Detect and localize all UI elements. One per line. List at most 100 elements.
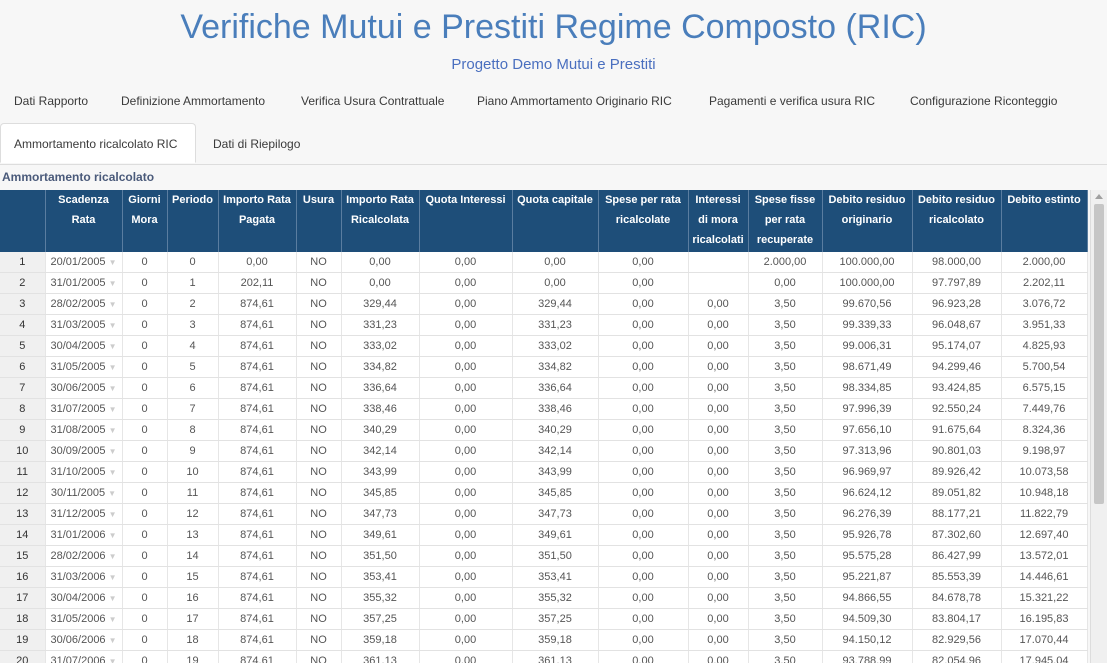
table-row[interactable]: 16 31/03/2006 ▼ 0 15 874,61 NO 353,41 0,00 353,41… — [0, 566, 1088, 588]
dropdown-caret-icon[interactable]: ▼ — [108, 510, 117, 519]
table-cell: 94.866,55 — [822, 587, 913, 609]
header-row-index[interactable] — [0, 190, 46, 252]
table-cell: 92.550,24 — [912, 398, 1002, 420]
nav-pagamenti-verifica-usura[interactable]: Pagamenti e verifica usura RIC — [709, 94, 876, 108]
table-cell: 17 — [167, 608, 219, 630]
date-value: 31/07/2006 — [50, 655, 106, 663]
table-row[interactable]: 1 20/01/2005 ▼ 0 0 0,00 NO 0,00 0,00 0,00 0,00 2.00… — [0, 252, 1088, 273]
table-row[interactable]: 4 31/03/2005 ▼ 0 3 874,61 NO 331,23 0,00 331,23 0,… — [0, 314, 1088, 336]
table-row[interactable]: 18 31/05/2006 ▼ 0 17 874,61 NO 357,25 0,00 357,25… — [0, 608, 1088, 630]
column-header[interactable]: Usura — [296, 190, 342, 252]
table-cell: 0,00 — [598, 398, 689, 420]
dropdown-caret-icon[interactable]: ▼ — [108, 573, 117, 582]
table-row[interactable]: 15 28/02/2006 ▼ 0 14 874,61 NO 351,50 0,00 351,50… — [0, 545, 1088, 567]
table-row[interactable]: 7 30/06/2005 ▼ 0 6 874,61 NO 336,64 0,00 336,64 0,… — [0, 377, 1088, 399]
table-cell: 89.926,42 — [912, 461, 1002, 483]
dropdown-caret-icon[interactable]: ▼ — [108, 636, 117, 645]
table-row[interactable]: 9 31/08/2005 ▼ 0 8 874,61 NO 340,29 0,00 340,29 0,… — [0, 419, 1088, 441]
nav-configurazione-riconteggio[interactable]: Configurazione Riconteggio — [910, 94, 1058, 108]
column-header[interactable]: Quota Interessi — [419, 190, 513, 252]
table-row[interactable]: 5 30/04/2005 ▼ 0 4 874,61 NO 333,02 0,00 333,02 0,… — [0, 335, 1088, 357]
table-cell: 0,00 — [598, 545, 689, 567]
table-cell: 0,00 — [598, 482, 689, 504]
table-row[interactable]: 12 30/11/2005 ▼ 0 11 874,61 NO 345,85 0,00 345,85… — [0, 482, 1088, 504]
table-cell: 3,50 — [748, 629, 823, 651]
table-cell: NO — [296, 314, 342, 336]
column-header[interactable]: Giorni Mora — [122, 190, 168, 252]
row-index: 9 — [0, 419, 46, 441]
dropdown-caret-icon[interactable]: ▼ — [108, 531, 117, 540]
table-cell: NO — [296, 503, 342, 525]
table-row[interactable]: 6 31/05/2005 ▼ 0 5 874,61 NO 334,82 0,00 334,82 0,… — [0, 356, 1088, 378]
dropdown-caret-icon[interactable]: ▼ — [108, 657, 117, 663]
table-cell: 97.313,96 — [822, 440, 913, 462]
table-row[interactable]: 10 30/09/2005 ▼ 0 9 874,61 NO 342,14 0,00 342,14 0… — [0, 440, 1088, 462]
table-cell: 12 — [167, 503, 219, 525]
table-row[interactable]: 14 31/01/2006 ▼ 0 13 874,61 NO 349,61 0,00 349,61… — [0, 524, 1088, 546]
dropdown-caret-icon[interactable]: ▼ — [108, 426, 117, 435]
column-header[interactable]: Debito estinto — [1001, 190, 1088, 252]
dropdown-caret-icon[interactable]: ▼ — [108, 363, 117, 372]
nav-verifica-usura-contrattuale[interactable]: Verifica Usura Contrattuale — [301, 94, 445, 108]
dropdown-caret-icon[interactable]: ▼ — [108, 384, 117, 393]
date-value: 30/11/2005 — [50, 487, 106, 499]
table-row[interactable]: 17 30/04/2006 ▼ 0 16 874,61 NO 355,32 0,00 355,32… — [0, 587, 1088, 609]
table-row[interactable]: 11 31/10/2005 ▼ 0 10 874,61 NO 343,99 0,00 343,99… — [0, 461, 1088, 483]
dropdown-caret-icon[interactable]: ▼ — [108, 321, 117, 330]
row-index: 4 — [0, 314, 46, 336]
table-cell: 31/07/2005 ▼ — [45, 398, 123, 420]
nav-dati-rapporto[interactable]: Dati Rapporto — [14, 94, 89, 108]
tab-dati-riepilogo[interactable]: Dati di Riepilogo — [213, 137, 301, 151]
table-cell: 0 — [122, 503, 168, 525]
table-cell: 342,14 — [512, 440, 599, 462]
column-header[interactable]: Spese fisse per rata recuperate — [748, 190, 823, 252]
nav-piano-ammortamento-originario[interactable]: Piano Ammortamento Originario RIC — [477, 94, 672, 108]
table-cell: 3,50 — [748, 524, 823, 546]
table-row[interactable]: 19 30/06/2006 ▼ 0 18 874,61 NO 359,18 0,00 359,18… — [0, 629, 1088, 651]
dropdown-caret-icon[interactable]: ▼ — [108, 489, 117, 498]
column-header[interactable]: Debito residuo originario — [822, 190, 913, 252]
table-cell: 9.198,97 — [1001, 440, 1088, 462]
column-header[interactable]: Importo Rata Ricalcolata — [341, 190, 420, 252]
dropdown-caret-icon[interactable]: ▼ — [108, 552, 117, 561]
column-header[interactable]: Quota capitale — [512, 190, 599, 252]
dropdown-caret-icon[interactable]: ▼ — [108, 594, 117, 603]
table-cell: 0,00 — [419, 356, 513, 378]
table-cell: 10.948,18 — [1001, 482, 1088, 504]
tab-ammortamento-ricalcolato[interactable]: Ammortamento ricalcolato RIC — [0, 123, 196, 163]
table-row[interactable]: 13 31/12/2005 ▼ 0 12 874,61 NO 347,73 0,00 347,73… — [0, 503, 1088, 525]
table-row[interactable]: 8 31/07/2005 ▼ 0 7 874,61 NO 338,46 0,00 338,46 0,… — [0, 398, 1088, 420]
dropdown-caret-icon[interactable]: ▼ — [108, 615, 117, 624]
table-row[interactable]: 20 31/07/2006 ▼ 0 19 874,61 NO 361,13 0,00 361,13… — [0, 650, 1088, 663]
nav-definizione-ammortamento[interactable]: Definizione Ammortamento — [121, 94, 266, 108]
column-header[interactable]: Debito residuo ricalcolato — [912, 190, 1002, 252]
table-cell: 202,11 — [218, 272, 297, 294]
table-cell: 0 — [122, 440, 168, 462]
column-header[interactable]: Periodo — [167, 190, 219, 252]
dropdown-caret-icon[interactable]: ▼ — [108, 405, 117, 414]
table-cell: 96.923,28 — [912, 293, 1002, 315]
table-cell: 3,50 — [748, 293, 823, 315]
scroll-up-arrow-icon[interactable] — [1095, 194, 1103, 199]
vertical-scrollbar[interactable] — [1090, 190, 1107, 663]
table-cell: 97.996,39 — [822, 398, 913, 420]
dropdown-caret-icon[interactable]: ▼ — [108, 279, 117, 288]
table-cell: 88.177,21 — [912, 503, 1002, 525]
dropdown-caret-icon[interactable]: ▼ — [108, 342, 117, 351]
scroll-thumb[interactable] — [1094, 204, 1104, 504]
dropdown-caret-icon[interactable]: ▼ — [108, 300, 117, 309]
table-cell: 874,61 — [218, 629, 297, 651]
dropdown-caret-icon[interactable]: ▼ — [108, 447, 117, 456]
column-header[interactable]: Interessi di mora ricalcolati — [688, 190, 749, 252]
column-header[interactable]: Importo Rata Pagata — [218, 190, 297, 252]
table-row[interactable]: 2 31/01/2005 ▼ 0 1 202,11 NO 0,00 0,00 0,00 0,00 0,… — [0, 272, 1088, 294]
table-cell: 349,61 — [512, 524, 599, 546]
dropdown-caret-icon[interactable]: ▼ — [108, 468, 117, 477]
table-cell — [688, 252, 749, 273]
table-row[interactable]: 3 28/02/2005 ▼ 0 2 874,61 NO 329,44 0,00 329,44 0,… — [0, 293, 1088, 315]
column-header[interactable]: Scadenza Rata — [45, 190, 123, 252]
table-cell: 87.302,60 — [912, 524, 1002, 546]
column-header[interactable]: Spese per rata ricalcolate — [598, 190, 689, 252]
table-cell: 0,00 — [688, 587, 749, 609]
dropdown-caret-icon[interactable]: ▼ — [108, 258, 117, 267]
